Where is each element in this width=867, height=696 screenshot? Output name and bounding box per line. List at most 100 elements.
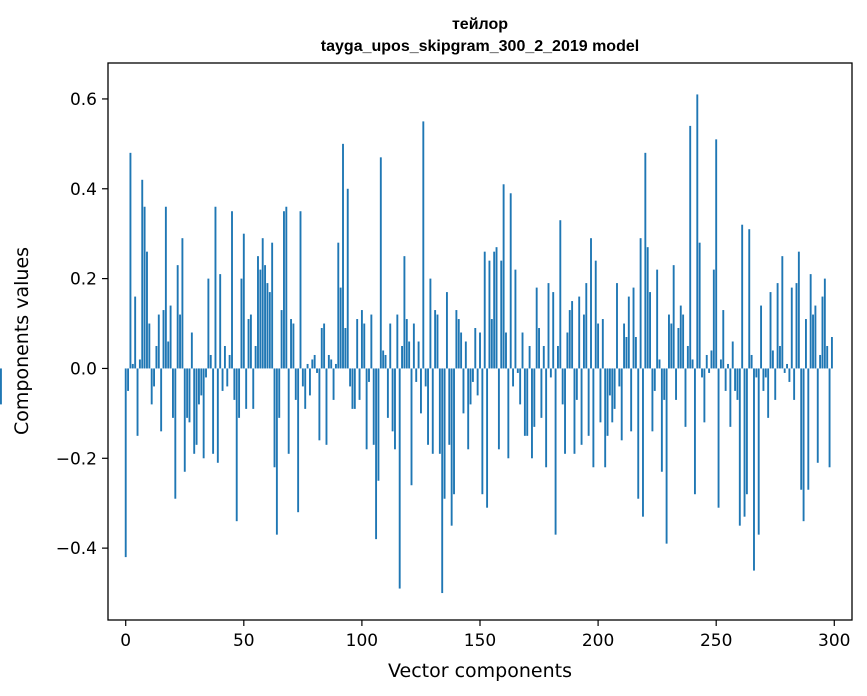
bar xyxy=(207,278,210,369)
bar xyxy=(368,368,370,382)
bar xyxy=(316,368,318,373)
bar xyxy=(488,260,491,369)
bar xyxy=(769,292,772,369)
bar xyxy=(495,247,498,369)
bar xyxy=(358,368,361,400)
x-tick-label: 150 xyxy=(464,631,496,651)
bar xyxy=(486,368,489,508)
chart-title: тейлор xyxy=(452,16,508,33)
bar xyxy=(578,296,581,369)
bar xyxy=(573,368,576,454)
bar xyxy=(438,368,441,454)
bar xyxy=(155,345,158,369)
bar xyxy=(238,368,241,418)
y-tick-label: 0.2 xyxy=(70,270,97,290)
bar xyxy=(450,368,453,526)
bar xyxy=(422,121,425,369)
bar xyxy=(278,368,281,418)
bar xyxy=(568,310,571,369)
bar xyxy=(509,193,512,369)
bar xyxy=(131,363,134,369)
bar xyxy=(382,350,385,369)
bar xyxy=(339,287,342,369)
bar xyxy=(691,359,694,369)
bar xyxy=(481,368,484,495)
bar xyxy=(186,368,189,418)
bar xyxy=(571,301,574,369)
bar xyxy=(436,314,439,369)
bar xyxy=(398,368,401,589)
bar xyxy=(753,368,755,571)
bar xyxy=(157,314,160,369)
bar xyxy=(356,319,359,369)
chart-subtitle: tayga_upos_skipgram_300_2_2019 model xyxy=(321,38,639,55)
bar xyxy=(682,314,685,369)
bar xyxy=(521,332,524,369)
bar xyxy=(309,368,311,396)
bar xyxy=(193,368,196,454)
bar xyxy=(660,368,663,472)
bar xyxy=(148,323,151,369)
bar xyxy=(684,368,687,427)
bar xyxy=(722,310,725,369)
bar xyxy=(294,368,297,400)
x-tick-label: 50 xyxy=(233,631,255,651)
bar xyxy=(637,368,640,499)
bar xyxy=(587,368,590,436)
bar xyxy=(448,368,451,445)
bar xyxy=(415,368,418,382)
bar xyxy=(502,184,505,369)
bar xyxy=(812,314,814,369)
bar xyxy=(741,224,744,369)
bar xyxy=(516,368,519,373)
bar xyxy=(412,323,415,369)
bar xyxy=(830,337,833,369)
x-tick-label: 200 xyxy=(582,631,614,651)
bar xyxy=(545,368,548,468)
bar xyxy=(183,368,186,472)
bar xyxy=(228,354,231,369)
bar xyxy=(698,242,701,369)
bar xyxy=(337,242,340,369)
bar xyxy=(805,319,807,369)
bar xyxy=(190,332,193,369)
bar xyxy=(162,310,165,369)
bar xyxy=(164,206,167,369)
bar xyxy=(427,368,429,445)
bar xyxy=(594,260,597,369)
bar xyxy=(554,368,557,535)
bar xyxy=(301,368,304,387)
ticks-group: 0 50 100 150 200 250 300 −0.4 −0.2 0.0 0.2 0.4 0.6 xyxy=(56,90,851,651)
bar xyxy=(372,368,375,445)
bar xyxy=(736,368,739,400)
bar xyxy=(734,368,737,391)
bar xyxy=(564,368,566,454)
bar xyxy=(271,242,274,369)
bar xyxy=(800,368,803,490)
bar xyxy=(781,256,784,369)
bar xyxy=(290,319,292,369)
bar xyxy=(266,283,269,369)
bar xyxy=(665,368,668,544)
bar xyxy=(403,256,406,369)
bar xyxy=(245,368,248,409)
bar xyxy=(606,368,609,436)
bars-group xyxy=(0,94,833,594)
bar xyxy=(334,363,337,369)
bar xyxy=(235,368,238,522)
bar xyxy=(223,345,226,369)
bar xyxy=(490,319,493,369)
bar xyxy=(195,368,198,445)
bar xyxy=(625,337,628,369)
bar xyxy=(592,368,595,468)
bar xyxy=(542,345,545,369)
bar xyxy=(299,211,302,369)
bar xyxy=(507,368,510,459)
bar xyxy=(679,305,682,369)
bar xyxy=(557,345,559,369)
bar xyxy=(774,368,777,400)
bar xyxy=(715,139,718,369)
bar xyxy=(330,359,333,369)
bar xyxy=(391,368,394,432)
bar xyxy=(370,314,373,369)
